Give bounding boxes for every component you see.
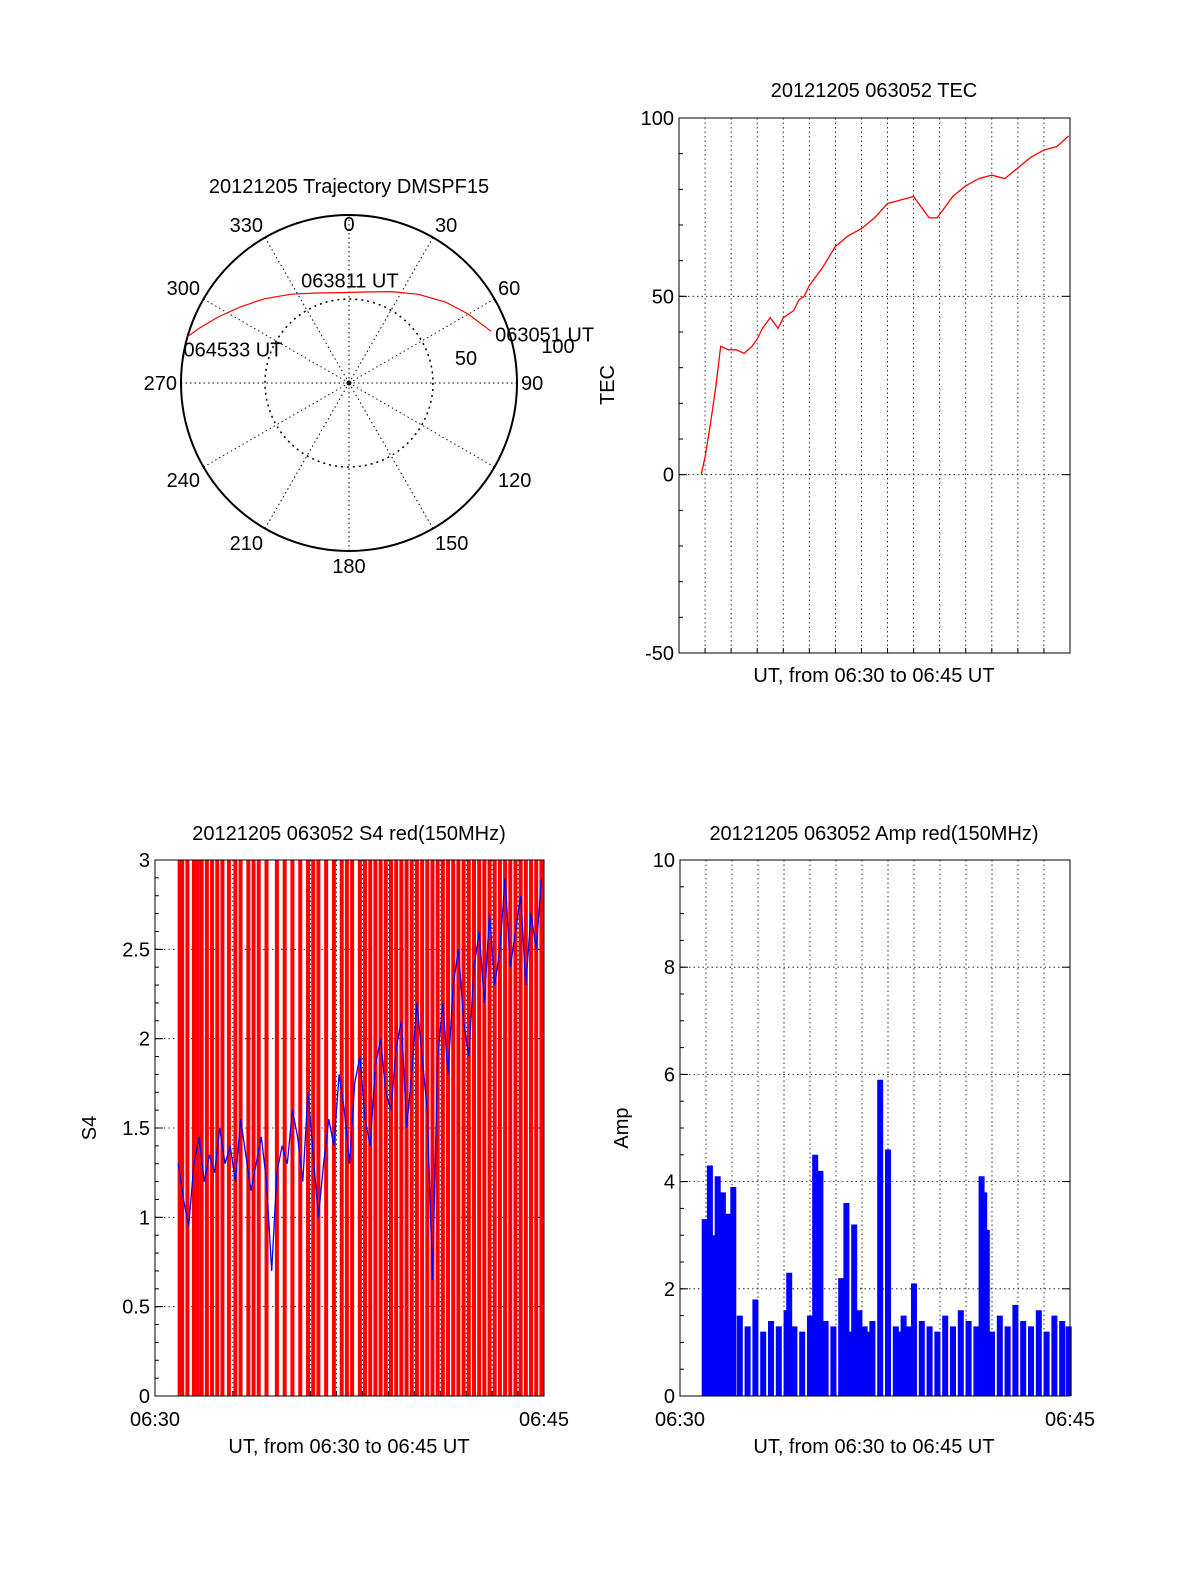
polar-grid-spoke [348,298,495,384]
trajectory-time-label: 063811 UT [301,271,398,293]
trajectory-polar-plot: 20121205 Trajectory DMSPF15 0 30 60 90 120 15… [144,176,594,578]
x-tick-label: 06:30 [130,1409,180,1431]
amp-tick-labels: 0 2 4 6 8 10 06:30 06:45 [653,850,1095,1431]
y-tick-label: 0 [139,1386,150,1408]
tec-plot: 20121205 063052 TEC UT, from 06:30 to 06… [597,80,1071,687]
y-tick-label: 4 [664,1172,675,1194]
tec-title: 20121205 063052 TEC [771,80,977,102]
amp-plot: 20121205 063052 Amp red(150MHz) UT, from… [611,823,1095,1458]
data-line [177,877,543,1280]
s4-plot-frame [154,859,545,1397]
y-tick-label: 50 [652,286,674,308]
tec-x-axis-label: UT, from 06:30 to 06:45 UT [753,665,994,687]
polar-grid-circle [264,298,434,468]
s4-y-axis-label: S4 [79,1116,101,1140]
x-tick-label: 06:30 [655,1409,705,1431]
trajectory-time-label: 063051 UT [495,324,594,346]
s4-tick-labels: 0 0.5 1 1.5 2 2.5 3 06:30 06:45 [122,850,569,1431]
s4-x-axis-label: UT, from 06:30 to 06:45 UT [228,1436,469,1458]
tec-plot-frame [678,117,1071,654]
polar-angle-label: 330 [230,215,263,237]
polar-grid-spoke [264,237,350,384]
amp-title: 20121205 063052 Amp red(150MHz) [709,823,1038,845]
y-tick-label: 8 [664,957,675,979]
s4-series [177,860,544,1396]
polar-radial-label: 50 [455,348,477,370]
polar-angle-label: 120 [498,470,531,492]
s4-plot: 20121205 063052 S4 red(150MHz) UT, from … [79,823,569,1458]
y-tick-label: 2.5 [122,939,150,961]
polar-angle-label: 90 [521,373,543,395]
polar-radial-label: 100 [541,336,574,358]
polar-grid-spoke [348,237,434,384]
amp-series [701,1079,1072,1396]
polar-radial-labels: 50 100 [455,336,575,370]
y-tick-label: 0.5 [122,1297,150,1319]
data-line [700,135,1070,475]
y-tick-label: 2 [139,1029,150,1051]
y-tick-label: 6 [664,1064,675,1086]
y-tick-label: 10 [653,850,675,872]
polar-angle-labels: 0 30 60 90 120 150 180 210 240 270 300 330 [144,214,544,578]
polar-title: 20121205 Trajectory DMSPF15 [209,176,489,198]
tec-series [700,135,1070,475]
polar-angle-label: 0 [343,214,354,236]
polar-angle-label: 270 [144,373,177,395]
polar-angle-label: 150 [435,533,468,555]
x-tick-label: 06:45 [519,1409,569,1431]
trajectory-time-labels: 063051 UT 063811 UT 064533 UT [184,271,595,362]
trajectory-track [187,290,492,338]
polar-grid-spoke [203,382,350,468]
y-tick-label: 0 [663,465,674,487]
polar-grid-spoke [348,382,495,468]
polar-angle-label: 30 [435,215,457,237]
polar-angle-label: 180 [332,556,365,578]
trajectory-line [187,290,492,338]
y-tick-label: 1.5 [122,1118,150,1140]
polar-grid [180,214,518,552]
polar-angle-label: 210 [230,533,263,555]
s4-title: 20121205 063052 S4 red(150MHz) [192,823,506,845]
polar-angle-label: 300 [167,278,200,300]
polar-grid-spoke [348,382,434,529]
y-tick-label: 2 [664,1279,675,1301]
tec-grid [678,117,1071,654]
trajectory-time-label: 064533 UT [184,340,283,362]
y-tick-label: 100 [641,108,674,130]
tec-y-axis-label: TEC [597,365,619,405]
y-tick-label: 0 [664,1386,675,1408]
tec-tick-labels: -50 0 50 100 [641,108,674,665]
amp-x-axis-label: UT, from 06:30 to 06:45 UT [753,1436,994,1458]
y-tick-label: 3 [139,850,150,872]
polar-grid-spoke [264,382,350,529]
polar-angle-label: 60 [498,278,520,300]
x-tick-label: 06:45 [1045,1409,1095,1431]
amp-plot-frame [679,859,1071,1397]
amp-y-axis-label: Amp [611,1107,633,1148]
y-tick-label: 1 [139,1207,150,1229]
polar-angle-label: 240 [167,470,200,492]
y-tick-label: -50 [645,643,674,665]
polar-center [346,380,352,386]
